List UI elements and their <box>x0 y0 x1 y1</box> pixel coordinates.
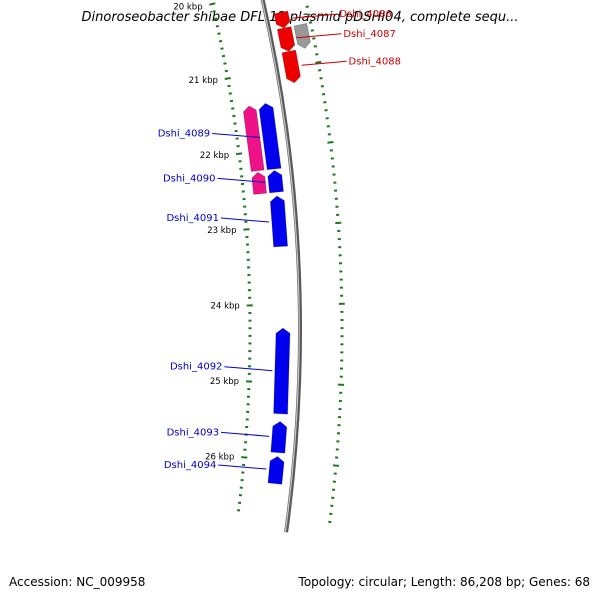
backbone-highlight <box>261 0 300 533</box>
gray-feature[interactable] <box>293 22 311 49</box>
gene-dshi_4094[interactable] <box>267 455 285 485</box>
gene-leader-line <box>217 177 266 183</box>
gene-dshi_4089[interactable] <box>258 102 282 171</box>
gene-label[interactable]: Dshi_4088 <box>349 56 401 67</box>
outer-scale-tick <box>312 37 316 40</box>
outer-scale-tick <box>310 29 314 32</box>
summary-text: Topology: circular; Length: 86,208 bp; G… <box>298 575 590 589</box>
scale-label: 23 kbp <box>207 226 236 236</box>
outer-scale-tick <box>308 21 313 24</box>
inner-scale-tick <box>224 69 229 73</box>
outer-scale-tick <box>315 60 322 64</box>
gene-dshi_4090[interactable] <box>267 170 284 194</box>
inner-scale-tick <box>217 32 221 35</box>
gene-leader-line <box>301 60 347 66</box>
scale-label: 24 kbp <box>211 302 240 312</box>
pink-feature[interactable] <box>251 171 267 195</box>
inner-scale-tick <box>221 54 226 58</box>
inner-scale-tick <box>224 76 231 81</box>
outer-scale-tick <box>327 140 334 144</box>
gene-leader-line <box>296 33 342 39</box>
outer-scale-tick <box>332 464 340 467</box>
scale-label: 22 kbp <box>200 151 229 161</box>
inner-scale-tick <box>209 2 216 6</box>
backbone-arc <box>260 0 302 533</box>
gene-leader-line <box>224 366 273 372</box>
gene-dshi_4091[interactable] <box>269 195 289 248</box>
gene-leader-line <box>292 13 338 19</box>
gene-leader-line <box>221 431 270 437</box>
gene-dshi_4087[interactable] <box>276 26 296 52</box>
inner-scale-tick <box>215 24 220 28</box>
outer-scale-tick <box>315 53 319 56</box>
gene-label[interactable]: Dshi_4087 <box>343 29 395 40</box>
gene-label[interactable]: Dshi_4091 <box>166 213 218 224</box>
gene-label[interactable]: Dshi_4094 <box>164 460 216 471</box>
gene-leader-line <box>218 464 267 470</box>
gene-label[interactable]: Dshi_4090 <box>163 173 215 184</box>
gene-leader-line <box>212 132 261 138</box>
inner-scale-tick <box>220 47 224 50</box>
gene-dshi_4093[interactable] <box>270 421 288 454</box>
gene-label[interactable]: Dshi_4089 <box>158 128 210 139</box>
outer-scale-tick <box>307 13 311 16</box>
inner-scale-tick <box>214 17 218 21</box>
accession-text: Accession: NC_009958 <box>9 575 146 589</box>
pink-feature[interactable] <box>242 105 265 172</box>
gene-dshi_4088[interactable] <box>281 49 301 84</box>
gene-dshi_4086[interactable] <box>273 10 291 29</box>
gene-label[interactable]: Dshi_4092 <box>170 362 222 373</box>
inner-scale-tick <box>227 84 231 88</box>
inner-scale-tick <box>218 39 223 43</box>
inner-scale-tick <box>235 152 243 156</box>
outer-scale-tick <box>313 45 318 48</box>
scale-label: 21 kbp <box>189 76 218 86</box>
scale-label: 20 kbp <box>173 2 202 12</box>
gene-label[interactable]: Dshi_4093 <box>167 427 219 438</box>
outer-scale-tick <box>318 69 322 72</box>
inner-scale-tick <box>241 456 248 459</box>
inner-scale-tick <box>212 10 216 13</box>
gene-dshi_4092[interactable] <box>273 327 291 415</box>
outer-scale-tick <box>305 5 309 9</box>
gene-label[interactable]: Dshi_4086 <box>339 9 391 20</box>
gene-leader-line <box>220 217 270 223</box>
inner-scale-tick <box>223 62 227 65</box>
scale-label: 26 kbp <box>205 452 234 462</box>
scale-label: 25 kbp <box>210 377 239 387</box>
